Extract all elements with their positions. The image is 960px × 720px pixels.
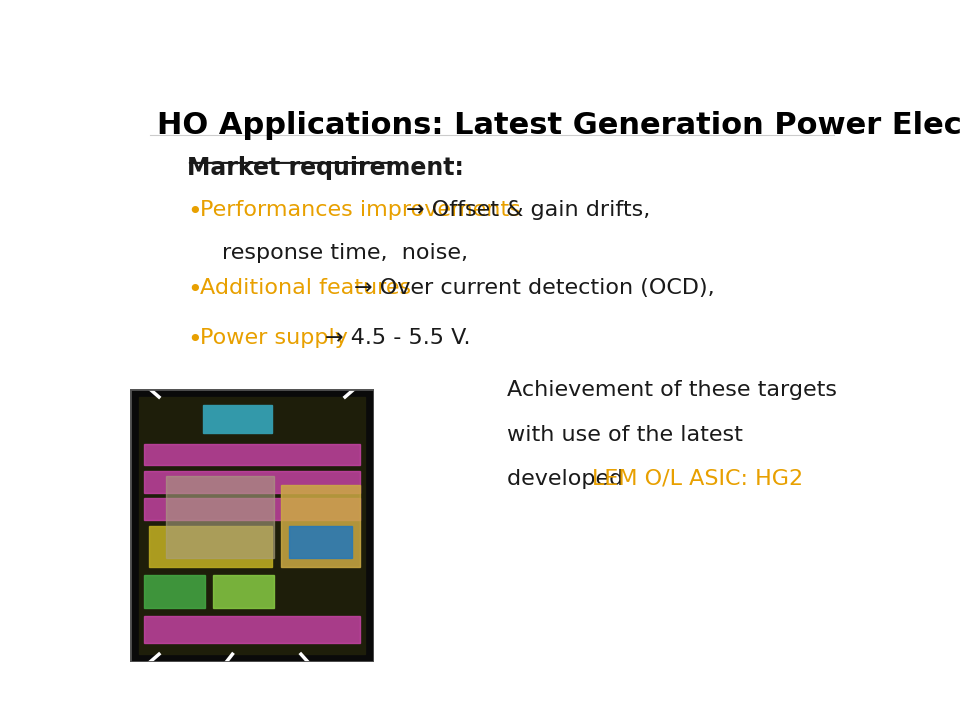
Text: Power supply: Power supply xyxy=(200,328,348,348)
Text: developed: developed xyxy=(507,469,631,489)
Text: → Offset & gain drifts,: → Offset & gain drifts, xyxy=(406,200,651,220)
Bar xyxy=(289,526,352,559)
Text: •: • xyxy=(187,278,202,302)
Text: Market requirement:: Market requirement: xyxy=(187,156,464,180)
Bar xyxy=(144,498,360,520)
Bar xyxy=(166,477,274,559)
Text: HO Applications: Latest Generation Power Electronics: HO Applications: Latest Generation Power… xyxy=(157,112,960,140)
Bar xyxy=(144,616,360,643)
Bar xyxy=(144,575,205,608)
Bar xyxy=(213,575,274,608)
Text: → 4.5 - 5.5 V.: → 4.5 - 5.5 V. xyxy=(324,328,470,348)
Bar xyxy=(144,444,360,465)
Text: Achievement of these targets: Achievement of these targets xyxy=(507,380,837,400)
Bar xyxy=(149,526,272,567)
Text: •: • xyxy=(187,200,202,224)
Bar xyxy=(144,471,360,492)
Text: Additional features: Additional features xyxy=(200,278,411,297)
Text: Performances improvements: Performances improvements xyxy=(200,200,520,220)
Bar xyxy=(281,485,360,567)
Text: LEM O/L ASIC: HG2: LEM O/L ASIC: HG2 xyxy=(592,469,804,489)
Bar xyxy=(204,405,272,433)
Text: •: • xyxy=(187,328,202,351)
Text: with use of the latest: with use of the latest xyxy=(507,425,743,444)
Text: → Over current detection (OCD),: → Over current detection (OCD), xyxy=(354,278,715,297)
Text: response time,  noise,: response time, noise, xyxy=(222,243,468,264)
